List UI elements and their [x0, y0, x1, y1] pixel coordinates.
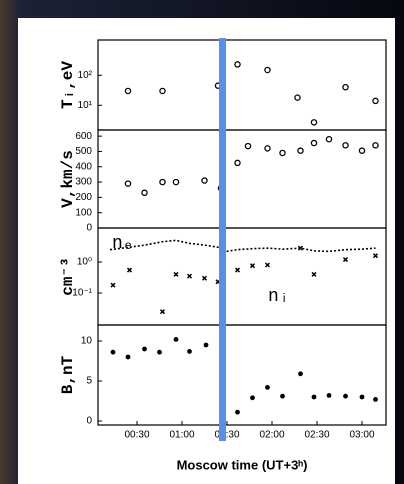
point — [173, 337, 179, 342]
point — [372, 97, 379, 105]
y-tick-label: 5 — [86, 376, 92, 387]
point — [126, 267, 133, 273]
y-tick-label: 500 — [75, 146, 92, 157]
y-tick-label: 10¹ — [78, 100, 93, 111]
x-tick-label: 02:30 — [304, 430, 329, 441]
y-tick-label: 0 — [86, 416, 92, 427]
point — [280, 393, 285, 399]
y-axis-label: V,km/s — [59, 150, 77, 208]
y-tick-label: 300 — [75, 177, 92, 188]
point — [203, 342, 209, 348]
point — [234, 159, 241, 167]
y-tick-label: 0 — [86, 223, 92, 234]
point — [250, 395, 255, 401]
annotation: nₑ — [112, 234, 134, 254]
point — [294, 94, 301, 101]
point — [311, 271, 317, 277]
y-axis-label: cm⁻³ — [59, 257, 77, 295]
point — [358, 147, 366, 154]
paper — [18, 18, 395, 484]
y-tick-label: 400 — [75, 161, 92, 172]
point — [234, 61, 241, 68]
point — [342, 83, 349, 91]
point — [264, 262, 271, 268]
point — [310, 139, 318, 147]
point — [201, 177, 208, 184]
point — [249, 263, 256, 269]
y-tick-label: 100 — [75, 207, 92, 218]
x-tick-label: 02:00 — [259, 430, 284, 441]
point — [325, 135, 333, 143]
y-axis-label: Tᵢ,eV — [59, 61, 77, 109]
y-tick-label: 10⁰ — [77, 257, 92, 268]
point — [235, 409, 240, 415]
point — [110, 282, 116, 288]
x-tick-label: 00:30 — [124, 430, 149, 441]
point — [265, 385, 270, 390]
point — [186, 273, 193, 279]
point — [159, 87, 166, 95]
point — [359, 394, 365, 400]
point — [297, 147, 304, 154]
annotation: nᵢ — [268, 287, 290, 307]
point — [110, 349, 116, 355]
point — [311, 394, 317, 400]
panel-frame — [97, 324, 387, 426]
point — [125, 354, 131, 360]
point — [310, 119, 318, 126]
y-axis-label: B,nT — [59, 355, 77, 394]
point — [372, 142, 379, 149]
density-line — [109, 239, 376, 253]
point — [326, 393, 332, 398]
point — [187, 349, 192, 354]
point — [124, 87, 132, 95]
point — [264, 145, 271, 152]
y-tick-label: 10² — [78, 70, 93, 81]
point — [297, 245, 304, 251]
point — [279, 149, 286, 157]
point — [157, 349, 162, 355]
x-tick-label: 01:30 — [214, 430, 239, 441]
point — [172, 178, 180, 186]
point — [173, 271, 179, 277]
point — [244, 142, 252, 150]
point — [141, 189, 148, 197]
point — [142, 346, 147, 352]
point — [373, 397, 378, 402]
point — [159, 178, 166, 186]
point — [264, 66, 271, 74]
point — [298, 371, 303, 377]
point — [343, 393, 348, 399]
x-tick-label: 01:00 — [169, 430, 194, 441]
point — [372, 253, 379, 259]
point — [159, 309, 166, 315]
y-tick-label: 600 — [75, 131, 92, 142]
point — [342, 142, 349, 149]
point — [342, 257, 349, 263]
point — [234, 267, 241, 273]
point — [201, 275, 208, 281]
point — [124, 180, 132, 187]
y-tick-label: 200 — [75, 192, 92, 203]
y-tick-label: 10⁻¹ — [72, 288, 92, 299]
y-tick-label: 10 — [81, 336, 93, 347]
x-axis-label: Moscow time (UT+3ʰ) — [177, 457, 308, 472]
x-tick-label: 03:00 — [349, 430, 374, 441]
